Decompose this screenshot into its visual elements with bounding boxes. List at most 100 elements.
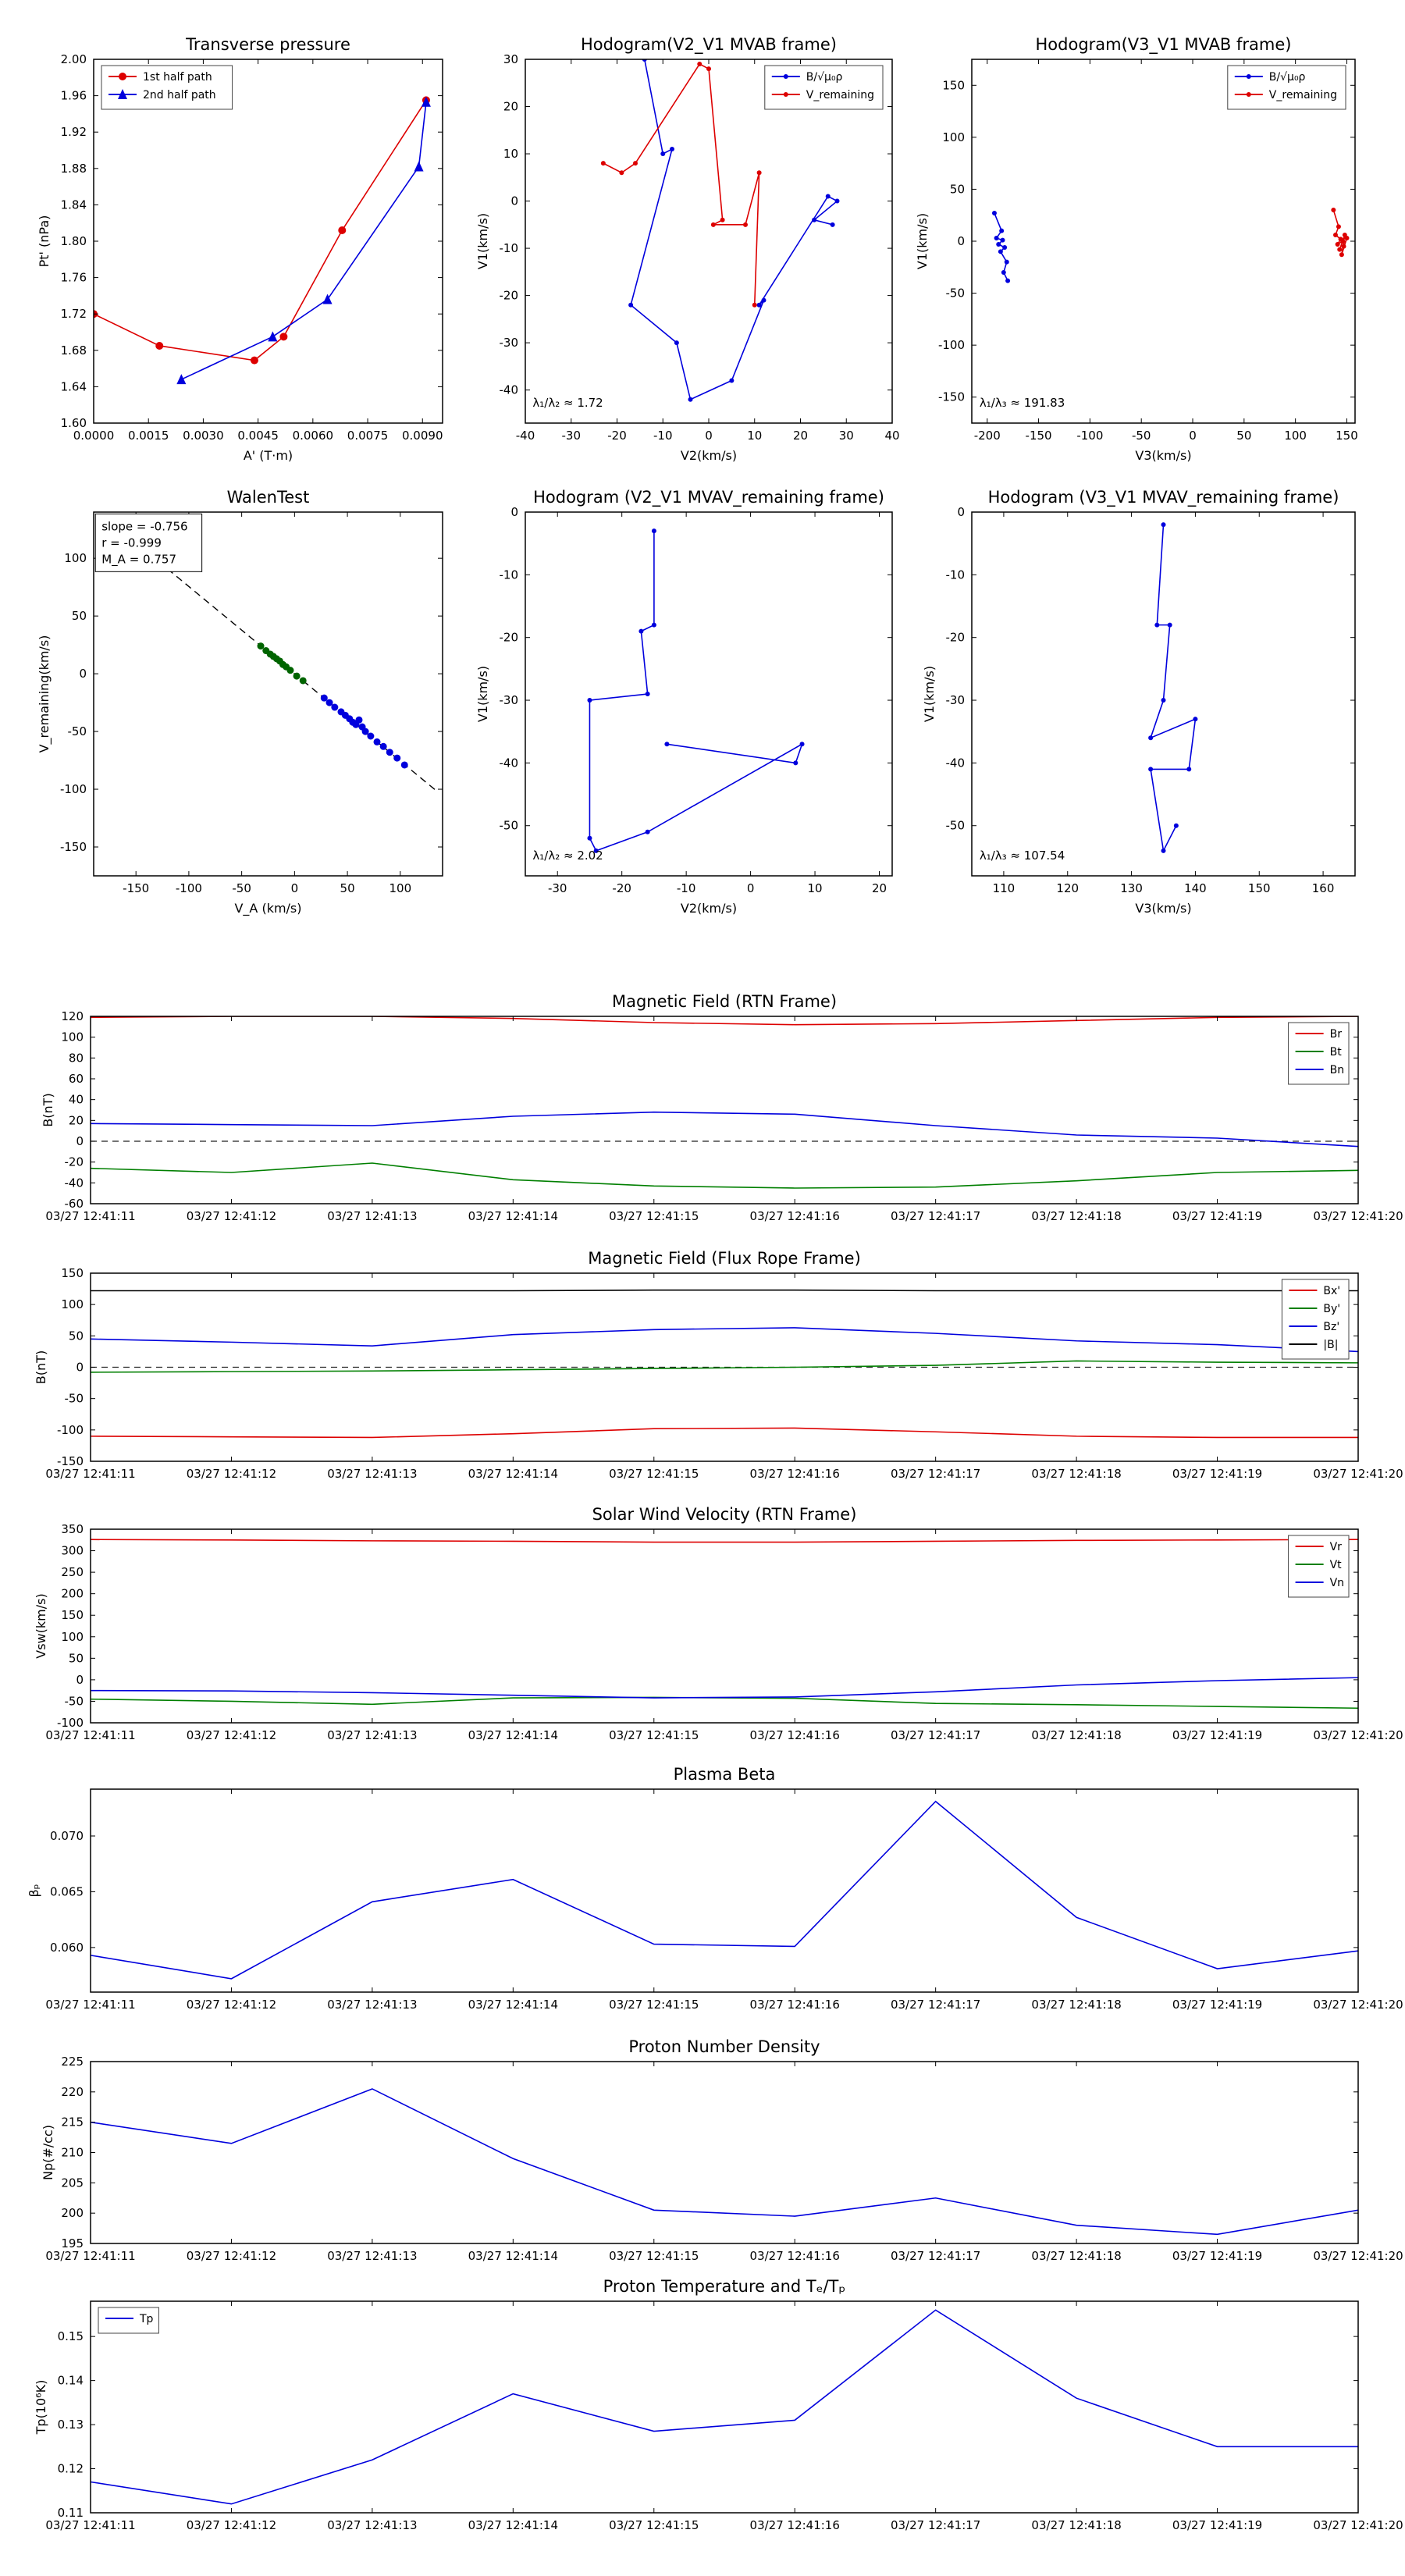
svg-text:03/27 12:41:12: 03/27 12:41:12	[187, 1209, 276, 1223]
svg-text:03/27 12:41:13: 03/27 12:41:13	[327, 1209, 417, 1223]
hodogram-v2v1-mvab-series	[600, 59, 840, 402]
svg-text:Np(#/cc): Np(#/cc)	[41, 2125, 55, 2180]
svg-text:210: 210	[61, 2146, 84, 2160]
walen-test-svg: -150 -100 -50 0 50 100 100 50 0 -50 -100 -150 WalenT…	[37, 488, 443, 916]
svg-text:-50: -50	[500, 819, 519, 833]
svg-text:40: 40	[884, 429, 899, 443]
hodogram-v2v1-mvav-series	[587, 528, 805, 853]
svg-text:03/27 12:41:15: 03/27 12:41:15	[609, 2249, 699, 2263]
svg-text:30: 30	[503, 52, 518, 66]
svg-text:Vr: Vr	[1330, 1541, 1343, 1553]
svg-text:0: 0	[1189, 429, 1197, 443]
svg-text:03/27 12:41:11: 03/27 12:41:11	[45, 2249, 135, 2263]
svg-text:-10: -10	[653, 429, 673, 443]
svg-text:Tp(10⁶K): Tp(10⁶K)	[34, 2380, 48, 2435]
svg-text:Bx': Bx'	[1323, 1285, 1340, 1297]
svg-text:250: 250	[61, 1565, 84, 1579]
svg-text:-100: -100	[1076, 429, 1103, 443]
svg-text:V_remaining: V_remaining	[1269, 89, 1337, 101]
svg-text:-30: -30	[946, 693, 966, 707]
svg-text:03/27 12:41:19: 03/27 12:41:19	[1172, 1728, 1262, 1742]
svg-text:03/27 12:41:18: 03/27 12:41:18	[1031, 2518, 1121, 2532]
svg-text:03/27 12:41:12: 03/27 12:41:12	[187, 1728, 276, 1742]
svg-text:slope = -0.756: slope = -0.756	[101, 519, 187, 533]
svg-text:100: 100	[1284, 429, 1307, 443]
hodogram-v3v1-mvav-series	[1148, 522, 1198, 853]
svg-text:10: 10	[503, 147, 518, 161]
svg-text:140: 140	[1184, 881, 1207, 895]
svg-text:V_A (km/s): V_A (km/s)	[234, 901, 301, 916]
svg-text:1.88: 1.88	[61, 162, 87, 176]
svg-text:-30: -30	[562, 429, 582, 443]
svg-text:0.11: 0.11	[58, 2506, 84, 2520]
svg-text:r = -0.999: r = -0.999	[101, 535, 162, 550]
svg-text:B(nT): B(nT)	[34, 1350, 48, 1384]
svg-text:-150: -150	[123, 881, 149, 895]
svg-text:03/27 12:41:12: 03/27 12:41:12	[187, 2249, 276, 2263]
svg-text:Br: Br	[1330, 1028, 1343, 1041]
svg-text:03/27 12:41:18: 03/27 12:41:18	[1031, 1728, 1121, 1742]
svg-text:03/27 12:41:13: 03/27 12:41:13	[327, 1998, 417, 2012]
svg-text:V2(km/s): V2(km/s)	[681, 448, 737, 463]
svg-text:V1(km/s): V1(km/s)	[475, 213, 490, 269]
proton-density-series	[91, 2088, 1358, 2236]
proton-temperature-series	[91, 2309, 1358, 2505]
svg-text:100: 100	[61, 1630, 84, 1644]
svg-text:03/27 12:41:11: 03/27 12:41:11	[45, 1998, 135, 2012]
svg-text:B/√μ₀ρ: B/√μ₀ρ	[1269, 71, 1306, 84]
svg-text:-60: -60	[65, 1197, 84, 1211]
svg-text:50: 50	[69, 1651, 84, 1665]
svg-text:03/27 12:41:18: 03/27 12:41:18	[1031, 1998, 1121, 2012]
svg-text:0: 0	[76, 1134, 84, 1148]
hodogram-v2v1-mvab-svg: -40 -30 -20 -10 0 10 20 30 40 30 20 10 0 -10 -20 -30 -40…	[475, 35, 900, 463]
svg-text:0.070: 0.070	[50, 1829, 84, 1843]
svg-text:-50: -50	[232, 881, 251, 895]
svg-text:03/27 12:41:17: 03/27 12:41:17	[891, 1467, 980, 1481]
svg-text:-20: -20	[946, 631, 966, 645]
svg-text:-50: -50	[65, 1694, 84, 1708]
svg-text:03/27 12:41:11: 03/27 12:41:11	[45, 1728, 135, 1742]
svg-text:-100: -100	[57, 1423, 84, 1437]
svg-text:03/27 12:41:18: 03/27 12:41:18	[1031, 1467, 1121, 1481]
svg-text:βₚ: βₚ	[27, 1884, 41, 1897]
svg-text:λ₁/λ₂ ≈ 1.72: λ₁/λ₂ ≈ 1.72	[532, 396, 603, 410]
svg-text:03/27 12:41:16: 03/27 12:41:16	[750, 1728, 840, 1742]
transverse-pressure-svg: 0.0000 0.0015 0.0030 0.0045 0.0060 0.0075 0.00…	[37, 35, 443, 463]
plot-hodogram-v2v1-mvab: -40 -30 -20 -10 0 10 20 30 40 30 20 10 0 -10 -20 -30 -40…	[475, 35, 900, 463]
svg-text:03/27 12:41:14: 03/27 12:41:14	[468, 1998, 558, 2012]
svg-text:-150: -150	[57, 1454, 84, 1468]
svg-text:03/27 12:41:13: 03/27 12:41:13	[327, 2249, 417, 2263]
svg-text:03/27 12:41:18: 03/27 12:41:18	[1031, 1209, 1121, 1223]
svg-text:60: 60	[69, 1072, 84, 1086]
svg-text:WalenTest: WalenTest	[227, 488, 310, 507]
svg-text:-30: -30	[548, 881, 567, 895]
svg-text:1.72: 1.72	[61, 307, 87, 321]
svg-text:03/27 12:41:19: 03/27 12:41:19	[1172, 2518, 1262, 2532]
svg-text:Hodogram(V2_V1 MVAB frame): Hodogram(V2_V1 MVAB frame)	[581, 35, 837, 55]
svg-text:200: 200	[61, 2206, 84, 2220]
svg-text:03/27 12:41:19: 03/27 12:41:19	[1172, 1998, 1262, 2012]
svg-text:0: 0	[957, 505, 965, 519]
svg-text:-50: -50	[68, 724, 87, 738]
svg-text:V1(km/s): V1(km/s)	[922, 666, 937, 722]
svg-text:0.14: 0.14	[58, 2374, 84, 2388]
svg-text:-20: -20	[500, 289, 519, 303]
svg-text:-10: -10	[500, 241, 519, 255]
svg-text:03/27 12:41:14: 03/27 12:41:14	[468, 2518, 558, 2532]
svg-text:λ₁/λ₃ ≈ 107.54: λ₁/λ₃ ≈ 107.54	[980, 849, 1065, 863]
svg-text:0.0075: 0.0075	[347, 429, 389, 443]
svg-text:0.0015: 0.0015	[128, 429, 169, 443]
svg-text:-20: -20	[65, 1155, 84, 1169]
svg-text:03/27 12:41:14: 03/27 12:41:14	[468, 1728, 558, 1742]
svg-text:Pt' (nPa): Pt' (nPa)	[37, 215, 52, 268]
svg-text:03/27 12:41:16: 03/27 12:41:16	[750, 1467, 840, 1481]
svg-text:B(nT): B(nT)	[41, 1093, 55, 1126]
svg-text:Vt: Vt	[1330, 1559, 1343, 1571]
svg-text:1.76: 1.76	[61, 271, 87, 285]
svg-text:|B|: |B|	[1323, 1339, 1338, 1351]
svg-text:03/27 12:41:17: 03/27 12:41:17	[891, 1998, 980, 2012]
plot-hodogram-v3v1-mvab: -200 -150 -100 -50 0 50 100 150 150 100 50 0 -50 -100…	[915, 35, 1358, 463]
svg-text:0: 0	[510, 194, 518, 208]
svg-text:100: 100	[64, 551, 87, 565]
svg-text:100: 100	[389, 881, 411, 895]
